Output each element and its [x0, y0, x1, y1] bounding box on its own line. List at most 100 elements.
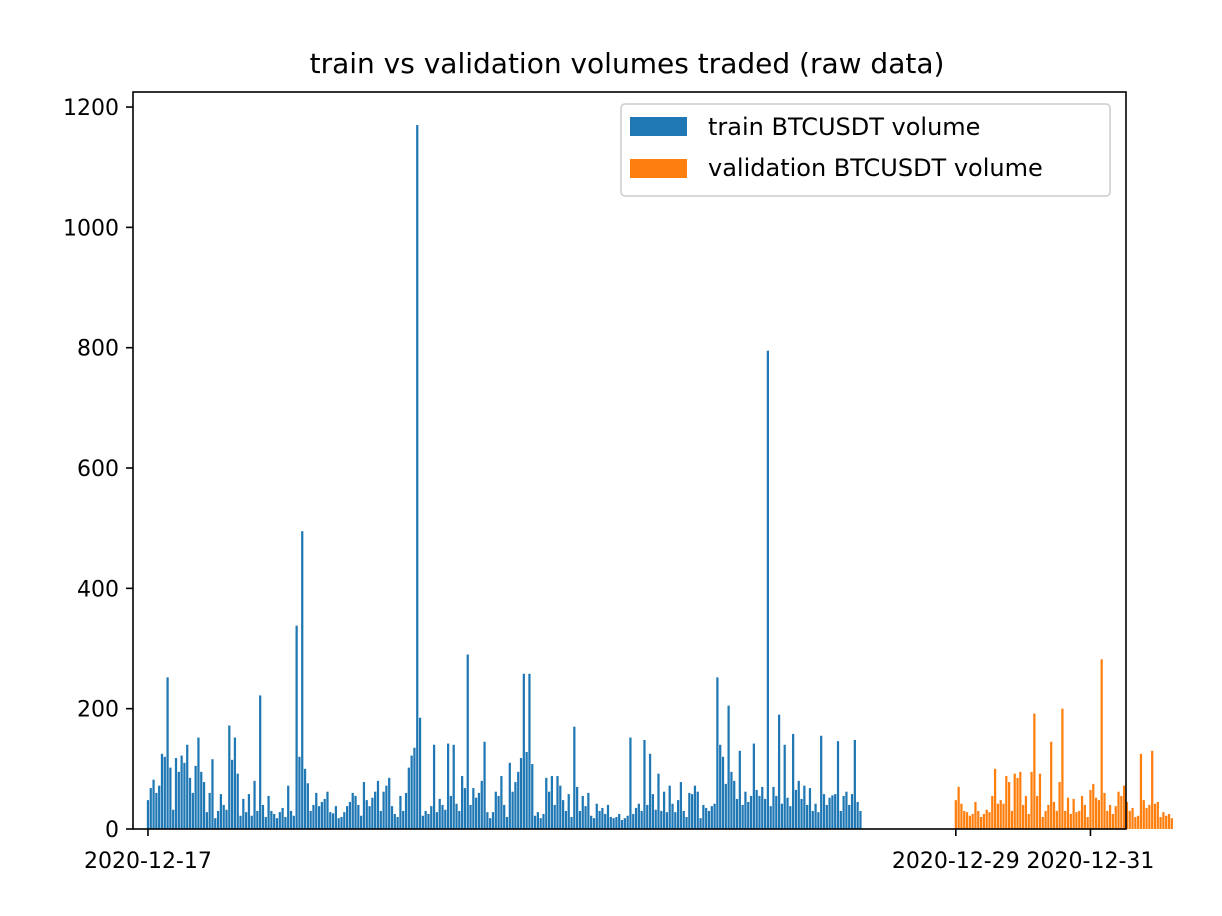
train-volume-bar [228, 725, 231, 829]
train-volume-bar [360, 815, 363, 829]
train-volume-bar [267, 795, 270, 829]
train-volume-bar [822, 794, 826, 829]
train-volume-bar [632, 813, 635, 829]
train-volume-bar [273, 813, 276, 829]
train-volume-bar [503, 804, 506, 829]
validation-volume-bar [974, 801, 977, 829]
train-volume-bar [839, 810, 842, 829]
train-volume-bar [660, 810, 663, 829]
train-volume-bar [413, 747, 416, 829]
train-volume-bar [477, 792, 481, 829]
train-volume-bar [766, 350, 769, 829]
train-volume-bar [219, 794, 223, 829]
validation-volume-bar [979, 816, 983, 829]
train-volume-bar [250, 815, 253, 829]
train-volume-bar [188, 777, 192, 829]
x-tick-label: 2020-12-31 [1027, 849, 1155, 874]
validation-volume-bar [1083, 804, 1086, 829]
train-volume-bar [197, 737, 200, 829]
legend-swatch-train [630, 117, 687, 136]
train-volume-bar [379, 810, 382, 829]
validation-volume-bar [1036, 795, 1039, 829]
validation-volume-bar [1159, 816, 1162, 829]
train-volume-bar [441, 804, 444, 829]
train-volume-bar [160, 753, 164, 829]
validation-volume-bar [1106, 810, 1109, 829]
train-volume-bar [421, 815, 424, 829]
validation-volume-bar [1041, 816, 1044, 829]
train-volume-bar [245, 812, 248, 829]
train-volume-bar [256, 810, 259, 829]
validation-volume-bar [1137, 815, 1140, 829]
train-volume-bar [820, 735, 823, 829]
train-volume-bar [172, 809, 175, 829]
y-tick-label: 0 [105, 818, 119, 843]
train-volume-bar [853, 739, 856, 829]
validation-volume-bar [1128, 810, 1131, 829]
train-volume-bar [792, 733, 795, 829]
train-volume-bar [374, 791, 377, 829]
train-volume-bar [623, 818, 626, 829]
train-volume-bar [365, 800, 368, 829]
train-volume-bar [741, 804, 744, 829]
train-volume-bar [284, 816, 287, 829]
train-volume-bar [587, 792, 590, 829]
validation-volume-bar [1072, 798, 1075, 829]
train-volume-bar [287, 785, 290, 829]
train-volume-bar [275, 818, 279, 829]
train-volume-bar [727, 705, 730, 829]
train-volume-bar [458, 810, 461, 829]
validation-volume-bar [1145, 807, 1148, 829]
train-volume-bar [677, 800, 680, 829]
validation-volume-bar [1103, 792, 1106, 829]
train-volume-bar [590, 815, 593, 829]
train-volume-bar [166, 677, 169, 829]
validation-volume-bar [957, 786, 960, 829]
train-volume-bar [146, 800, 150, 829]
validation-volume-bar [1078, 810, 1081, 829]
train-volume-bar [702, 804, 705, 829]
validation-volume-bar [1131, 807, 1134, 829]
train-volume-bar [357, 804, 360, 829]
validation-volume-bar [1165, 815, 1168, 829]
train-volume-bar [340, 816, 343, 829]
validation-volume-bar [1170, 818, 1173, 829]
train-volume-bar [331, 813, 335, 829]
train-volume-bar [576, 786, 579, 829]
train-volume-bar [362, 782, 366, 829]
validation-volume-bar [1055, 810, 1058, 829]
validation-volume-bar [1010, 810, 1014, 829]
train-volume-bar [326, 791, 329, 829]
train-volume-bar [803, 785, 806, 829]
train-volume-bar [533, 815, 537, 829]
validation-volume-bar [999, 800, 1002, 829]
validation-volume-bar [1016, 777, 1019, 829]
validation-volume-bar [1162, 812, 1165, 829]
train-volume-bar [699, 818, 702, 829]
train-volume-bar [755, 789, 758, 829]
train-volume-bar [446, 743, 450, 829]
train-volume-bar [643, 739, 646, 829]
train-volume-bar [595, 803, 598, 829]
train-volume-bar [216, 810, 220, 829]
train-volume-bar [259, 695, 262, 829]
train-volume-bar [222, 804, 225, 829]
train-volume-bar [430, 806, 433, 829]
train-volume-bar [158, 785, 161, 829]
train-volume-bar [382, 791, 385, 829]
train-volume-bar [202, 782, 206, 829]
train-volume-bar [191, 792, 194, 829]
train-volume-bar [205, 812, 208, 829]
train-volume-bar [418, 717, 422, 829]
train-volume-bar [696, 791, 699, 829]
train-volume-bar [508, 762, 511, 829]
train-volume-bar [845, 791, 848, 829]
y-axis: 0 200 400 600 800 1000 1200 [63, 96, 133, 843]
train-volume-bar [466, 654, 469, 829]
y-tick-label: 600 [77, 457, 119, 482]
x-tick-label: 2020-12-29 [892, 849, 1020, 874]
train-volume-bar [174, 758, 178, 829]
train-volume-bar [292, 815, 295, 829]
train-volume-bar [208, 792, 211, 829]
train-volume-bar [626, 815, 629, 829]
